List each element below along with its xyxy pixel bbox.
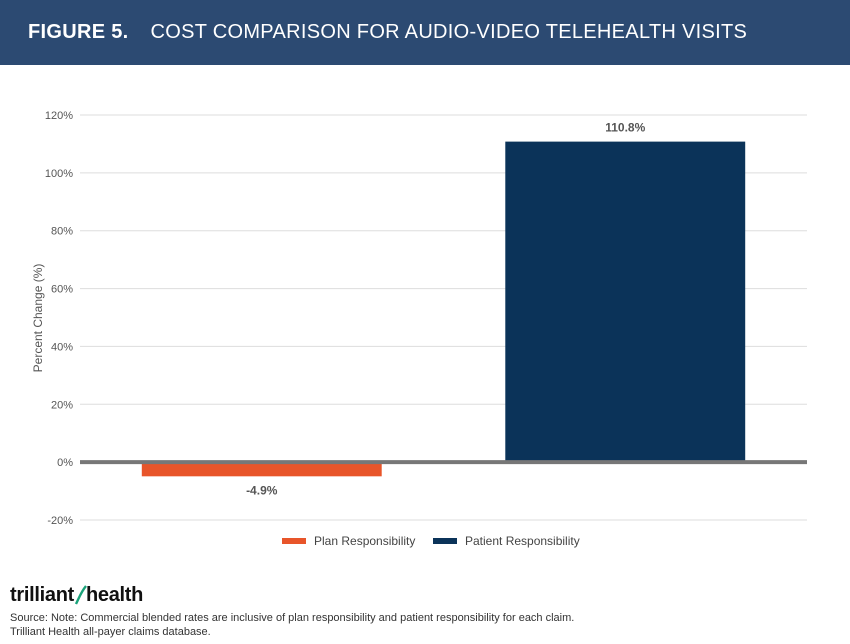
source-line-2: Trilliant Health all-payer claims databa… [10, 626, 211, 638]
figure-header: FIGURE 5. COST COMPARISON FOR AUDIO-VIDE… [0, 0, 850, 65]
source-line-1: Source: Note: Commercial blended rates a… [10, 612, 575, 624]
source-note: Source: Note: Commercial blended rates a… [10, 611, 840, 639]
y-tick-label: 20% [51, 399, 73, 411]
bar-plan-responsibility [141, 462, 382, 477]
figure-title: COST COMPARISON FOR AUDIO-VIDEO TELEHEAL… [150, 21, 748, 43]
bars [141, 141, 746, 477]
logo-text-left: trilliant [10, 583, 74, 606]
legend-swatch [282, 538, 306, 544]
legend-swatch [433, 538, 457, 544]
logo-swoosh-icon [74, 585, 87, 605]
figure-label: FIGURE 5. [28, 21, 129, 43]
data-labels: -4.9% 110.8% [246, 121, 646, 498]
trilliant-health-logo: trilliant health [10, 582, 143, 608]
data-label: 110.8% [605, 121, 645, 135]
grid-lines [80, 114, 807, 521]
y-axis-label: Percent Change (%) [31, 264, 45, 373]
y-tick-label: 40% [51, 341, 73, 353]
y-axis-ticks: -20% 0% 20% 40% 60% 80% 100% 120% [45, 110, 73, 527]
bar-patient-responsibility [505, 141, 746, 463]
legend: Plan Responsibility Patient Responsibilit… [282, 534, 580, 548]
legend-label: Plan Responsibility [314, 534, 415, 548]
y-tick-label: -20% [47, 515, 73, 527]
y-tick-label: 120% [45, 110, 73, 122]
legend-label: Patient Responsibility [465, 534, 580, 548]
logo-text-right: health [85, 583, 144, 606]
y-tick-label: 100% [45, 168, 73, 180]
y-tick-label: 80% [51, 226, 73, 238]
y-tick-label: 0% [57, 457, 73, 469]
data-label: -4.9% [246, 483, 278, 497]
bar-chart: -20% 0% 20% 40% 60% 80% 100% 120% -4.9% 110.8% P… [31, 110, 807, 548]
y-tick-label: 60% [51, 284, 73, 296]
